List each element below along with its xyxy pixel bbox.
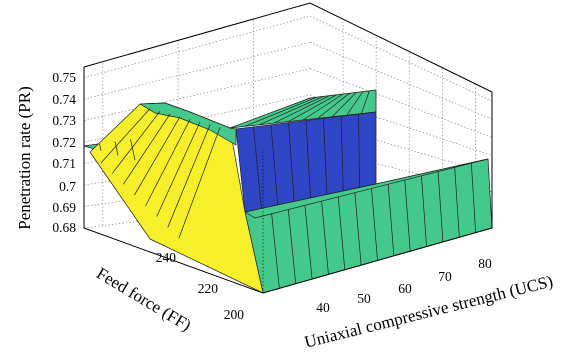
mesh-line [123, 113, 171, 185]
mesh-line [111, 111, 161, 174]
y-tick-label: 220 [198, 281, 219, 296]
mesh-line [302, 93, 344, 121]
mesh-line [454, 167, 460, 238]
mesh-line [323, 118, 328, 195]
mesh-line [178, 127, 221, 239]
z-tick-label: 0.7 [59, 179, 76, 194]
z-gridline [83, 42, 311, 100]
mesh-line [331, 92, 357, 118]
mesh-line [253, 126, 262, 209]
x-tick-label: 60 [398, 281, 412, 296]
z-tick-label: 0.73 [52, 113, 76, 128]
mesh-line [305, 120, 311, 199]
y-tick-labels: 200 220 240 [156, 250, 245, 322]
x-tick-label: 80 [478, 256, 492, 271]
mesh-line [387, 184, 395, 256]
z-tick-label: 0.74 [52, 92, 76, 107]
mesh-line [145, 119, 191, 207]
y-axis-label: Feed force (FF) [93, 264, 194, 335]
mesh-line [273, 95, 330, 124]
mesh-line [340, 116, 344, 192]
surface-front-lip [244, 158, 489, 219]
mesh-line [130, 139, 136, 161]
mesh-line [471, 163, 476, 233]
x-tick-label: 40 [316, 300, 330, 315]
mesh-line [317, 92, 350, 119]
z-gridline [83, 68, 311, 122]
z-tick-label: 0.72 [52, 135, 76, 150]
mesh-line [288, 122, 295, 202]
mesh-line [437, 171, 444, 242]
z-gridline [309, 68, 493, 138]
mesh-line [421, 175, 427, 247]
z-gridline [83, 15, 311, 79]
surface-ridge-top [139, 102, 237, 146]
z-tick-label: 0.75 [52, 70, 76, 85]
box-front-edges [83, 2, 493, 294]
z-axis-label: Penetration rate (PR) [15, 86, 34, 230]
mesh-line [288, 94, 337, 122]
mesh-line [100, 108, 151, 164]
mesh-line [167, 124, 211, 228]
mesh-line [321, 201, 329, 275]
mesh-line [156, 121, 201, 217]
z-gridline [309, 42, 493, 120]
mesh-line [134, 116, 181, 196]
z-tick-label: 0.71 [52, 156, 76, 171]
surface-layer [83, 89, 493, 294]
mesh-line [244, 96, 317, 127]
mesh-line [361, 90, 370, 114]
mesh-line [354, 192, 362, 266]
x-tick-label: 50 [357, 291, 371, 306]
z-tick-labels: 0.68 0.69 0.7 0.71 0.72 0.73 0.74 0.75 [52, 70, 76, 235]
x-tick-label: 70 [438, 269, 452, 284]
z-tick-label: 0.68 [52, 220, 76, 235]
box-top-edge [83, 2, 493, 93]
mesh-line [99, 143, 102, 151]
z-tick-label: 0.69 [52, 200, 76, 215]
y-tick-label: 200 [224, 307, 245, 322]
mesh-line [404, 180, 411, 252]
mesh-line [337, 196, 346, 270]
mesh-line [259, 96, 324, 126]
y-tick-label: 240 [156, 250, 177, 265]
mesh-line [371, 188, 378, 261]
mesh-line [270, 124, 279, 206]
mesh-line [358, 114, 360, 188]
mesh-line [346, 91, 364, 116]
mesh-line [304, 205, 313, 280]
x-tick-labels: 40 50 60 70 80 [316, 256, 492, 315]
x-axis-label: Uniaxial compressive strength (UCS) [302, 272, 554, 352]
mesh-line [114, 141, 119, 156]
mesh-line [271, 213, 280, 289]
mesh-line [287, 209, 297, 284]
